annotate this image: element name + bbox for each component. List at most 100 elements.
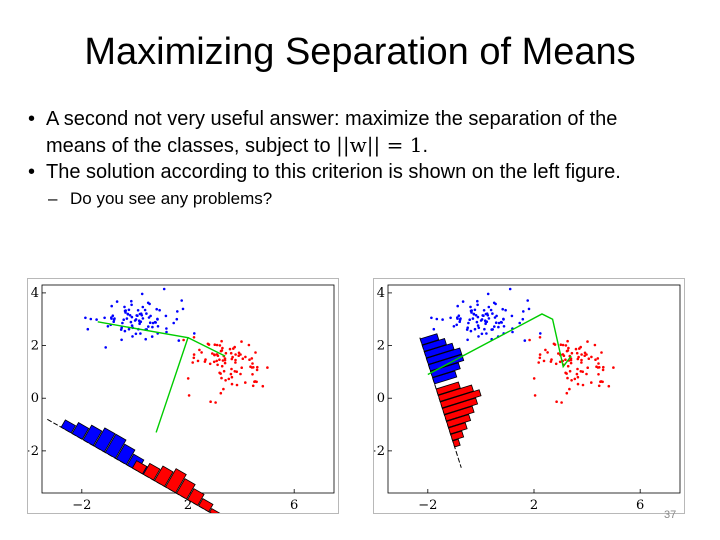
data-point-class1: [89, 317, 93, 321]
data-point-class2: [215, 359, 218, 363]
data-point-class2: [220, 376, 223, 380]
data-point-class1: [112, 320, 115, 323]
data-point-class1: [95, 318, 98, 321]
data-point-class2: [538, 353, 542, 356]
histogram-bar-class2: [450, 430, 465, 441]
data-point-class1: [181, 307, 185, 311]
data-point-class1: [518, 321, 521, 325]
data-point-class2: [565, 391, 569, 395]
data-point-class1: [476, 299, 479, 303]
data-point-class1: [457, 314, 461, 317]
data-point-class1: [120, 338, 123, 342]
figure-left-separation-of-means: −2 2 6 4 2 0 −2: [27, 278, 339, 514]
data-point-class2: [230, 382, 234, 386]
mean-projection-line: [427, 313, 572, 376]
data-point-class2: [597, 373, 600, 376]
data-point-class2: [569, 361, 573, 365]
data-point-class1: [483, 327, 486, 331]
data-point-class2: [533, 394, 537, 397]
data-point-class2: [594, 358, 597, 361]
histogram-bar-class1: [432, 370, 458, 385]
data-point-class2: [192, 353, 196, 356]
histogram-bar-class1: [60, 419, 77, 434]
plot-right: −2 2 6 4 2 0 −2: [374, 284, 681, 513]
data-point-class1: [86, 327, 90, 331]
slide-number: 37: [664, 509, 677, 521]
data-point-class1: [125, 317, 129, 320]
bullet-list: • A second not very useful answer: maxim…: [28, 106, 708, 211]
data-point-class2: [583, 354, 586, 357]
data-point-class2: [575, 351, 579, 355]
data-point-class2: [244, 381, 247, 384]
data-point-class2: [562, 354, 566, 357]
data-point-class1: [123, 329, 127, 333]
data-point-class1: [497, 325, 500, 329]
data-point-class2: [581, 370, 584, 373]
data-point-class1: [130, 315, 134, 319]
y-tick-label: −2: [374, 444, 385, 459]
data-point-class1: [441, 318, 444, 321]
data-point-class1: [455, 323, 458, 327]
data-point-class2: [218, 358, 221, 361]
sub-bullet-dash: –: [48, 189, 58, 208]
histogram-bar-class2: [448, 422, 468, 435]
data-point-class2: [198, 348, 201, 352]
histogram-bar-class1: [423, 342, 455, 359]
data-point-class1: [156, 325, 160, 328]
histogram-bar-class2: [164, 468, 187, 494]
data-point-class1: [495, 314, 498, 318]
data-point-class2: [224, 379, 227, 382]
data-point-class1: [140, 292, 144, 296]
data-point-class2: [187, 394, 191, 397]
data-point-class2: [565, 372, 568, 375]
data-point-class2: [601, 380, 604, 384]
histogram-bar-class1: [430, 362, 461, 378]
data-point-class1: [539, 332, 542, 335]
data-point-class2: [216, 363, 219, 367]
data-point-class1: [492, 301, 496, 305]
data-point-class1: [165, 330, 168, 334]
histogram-bar-class2: [142, 462, 161, 481]
data-point-class2: [576, 357, 580, 361]
data-point-class2: [567, 346, 570, 350]
data-point-class2: [213, 343, 217, 346]
data-point-class2: [537, 361, 540, 364]
data-point-class1: [193, 332, 196, 335]
data-point-class1: [128, 314, 132, 317]
data-point-class2: [229, 372, 233, 376]
histogram-bar-class2: [153, 465, 174, 487]
data-point-class1: [469, 329, 473, 333]
data-point-class2: [597, 362, 600, 365]
slide-title: Maximizing Separation of Means: [84, 31, 636, 73]
data-point-class1: [521, 317, 525, 321]
data-point-class2: [215, 343, 219, 347]
bullet-2-text: The solution according to this criterion…: [46, 161, 621, 183]
data-point-class2: [555, 400, 558, 403]
x-tick-label: 6: [290, 498, 298, 513]
data-point-class2: [550, 358, 553, 361]
data-point-class2: [580, 361, 583, 364]
data-point-class2: [600, 351, 603, 354]
data-point-class2: [596, 357, 600, 360]
data-point-class2: [593, 343, 597, 347]
y-tick-label: 4: [31, 286, 39, 301]
data-point-class1: [156, 318, 159, 321]
data-point-class2: [568, 387, 571, 391]
data-point-class1: [150, 335, 154, 338]
data-point-class1: [147, 316, 151, 319]
data-point-class1: [480, 332, 484, 336]
data-point-class2: [230, 367, 233, 371]
data-point-class1: [148, 321, 152, 324]
data-point-class2: [244, 355, 247, 359]
histogram-bar-class2: [443, 405, 475, 422]
y-tick-label: 2: [377, 339, 385, 354]
histogram-bar-class1: [421, 337, 447, 352]
data-point-class2: [235, 383, 239, 387]
data-point-class2: [566, 376, 569, 380]
histogram-bar-class2: [452, 438, 461, 448]
data-point-class1: [175, 317, 179, 321]
data-point-class1: [502, 325, 506, 328]
y-tick-label: 4: [377, 286, 385, 301]
sub-bullet-1: – Do you see any problems?: [28, 187, 708, 211]
data-point-class1: [131, 335, 134, 338]
